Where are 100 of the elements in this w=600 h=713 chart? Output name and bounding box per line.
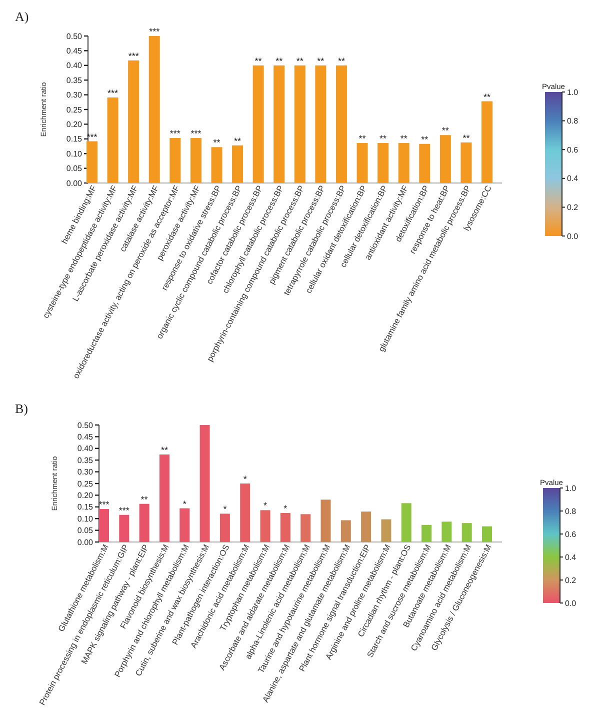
annotation: *** <box>118 505 130 516</box>
bar <box>99 509 109 542</box>
annotation: ** <box>483 92 491 102</box>
bar <box>419 144 430 183</box>
annotation: *** <box>128 50 140 61</box>
y-tick-label: 0.00 <box>66 178 83 188</box>
y-tick-label: 0.15 <box>66 134 83 144</box>
bar <box>159 454 170 542</box>
bar <box>211 147 222 183</box>
color-bar-label: 1.0 <box>565 484 577 493</box>
color-bar-label: 1.0 <box>567 88 579 97</box>
color-bar-label: 0.0 <box>565 598 577 608</box>
y-tick-label: 0.25 <box>77 479 94 488</box>
color-bar-label: 0.6 <box>565 530 577 539</box>
bar <box>170 138 181 183</box>
y-tick-label: 0.00 <box>77 538 94 547</box>
y-tick-label: 0.25 <box>66 105 83 114</box>
bar <box>260 510 270 542</box>
y-tick-label: 0.30 <box>77 468 94 477</box>
y-tick-label: 0.20 <box>66 120 83 129</box>
bar <box>356 143 368 183</box>
bar <box>128 60 140 183</box>
annotation: ** <box>380 134 388 144</box>
annotation: *** <box>108 88 119 98</box>
annotation: * <box>223 504 228 514</box>
annotation: ** <box>338 56 346 66</box>
bar <box>200 425 210 542</box>
bar <box>381 519 392 542</box>
bar <box>139 504 150 542</box>
y-tick-label: 0.05 <box>77 526 94 536</box>
annotation: * <box>182 498 187 509</box>
y-tick-label: 0.30 <box>66 90 83 100</box>
bar <box>401 503 412 542</box>
bar <box>398 143 410 183</box>
annotation: *** <box>190 128 202 139</box>
bar <box>220 514 230 542</box>
bar <box>232 145 244 183</box>
color-bar-label: 0.2 <box>565 576 577 585</box>
bar <box>482 101 492 183</box>
bar <box>300 514 311 542</box>
bar <box>294 65 306 183</box>
chart-title: A) <box>15 9 29 24</box>
chart-title: B) <box>15 401 28 416</box>
annotation: ** <box>442 126 450 136</box>
annotation: ** <box>358 134 366 144</box>
y-tick-label: 0.20 <box>77 491 94 500</box>
color-bar-label: 0.2 <box>567 203 579 212</box>
bar <box>119 514 130 542</box>
y-tick-label: 0.40 <box>66 61 83 70</box>
annotation: * <box>264 500 268 511</box>
annotation: ** <box>276 56 284 66</box>
annotation: ** <box>254 56 262 66</box>
bar <box>274 65 285 183</box>
bar <box>320 500 331 542</box>
y-tick-label: 0.35 <box>66 76 83 85</box>
bar <box>361 512 372 542</box>
bar <box>460 142 472 183</box>
bar <box>280 512 290 542</box>
color-bar-label: 0.4 <box>565 552 577 562</box>
color-bar-label: 0.6 <box>567 145 579 154</box>
bar <box>148 36 160 183</box>
bar <box>315 65 326 183</box>
y-tick-label: 0.35 <box>77 456 94 465</box>
annotation: * <box>284 503 288 514</box>
color-bar-label: 0.8 <box>567 116 579 126</box>
y-tick-label: 0.50 <box>77 420 94 430</box>
annotation: ** <box>213 138 221 148</box>
annotation: * <box>243 474 248 484</box>
annotation: *** <box>170 128 181 139</box>
bar <box>440 135 451 183</box>
bar <box>190 138 202 183</box>
y-tick-label: 0.15 <box>77 502 94 512</box>
color-bar-label: 0.8 <box>565 506 577 516</box>
bar <box>422 524 432 542</box>
annotation: ** <box>421 134 429 144</box>
color-bar-label: 0.0 <box>567 232 579 241</box>
annotation: ** <box>462 132 470 143</box>
color-bar-label: 0.4 <box>567 174 579 184</box>
bar <box>336 65 347 183</box>
y-tick-label: 0.10 <box>77 514 94 524</box>
annotation: ** <box>234 136 242 146</box>
bar <box>240 484 250 542</box>
y-tick-label: 0.05 <box>66 164 83 174</box>
bar <box>482 526 492 542</box>
bar <box>462 523 472 542</box>
annotation: ** <box>160 444 168 455</box>
annotation: *** <box>149 26 160 36</box>
y-tick-label: 0.45 <box>66 46 83 56</box>
y-tick-label: 0.50 <box>66 32 83 41</box>
bar <box>442 522 452 542</box>
annotation: ** <box>317 56 325 66</box>
bar <box>252 65 264 183</box>
bar <box>180 508 190 542</box>
annotation: ** <box>140 494 148 504</box>
bar <box>107 97 118 183</box>
y-tick-label: 0.40 <box>77 444 94 454</box>
bar <box>378 143 389 183</box>
y-tick-label: 0.10 <box>66 149 83 158</box>
annotation: ** <box>400 134 408 144</box>
annotation: ** <box>296 56 304 66</box>
